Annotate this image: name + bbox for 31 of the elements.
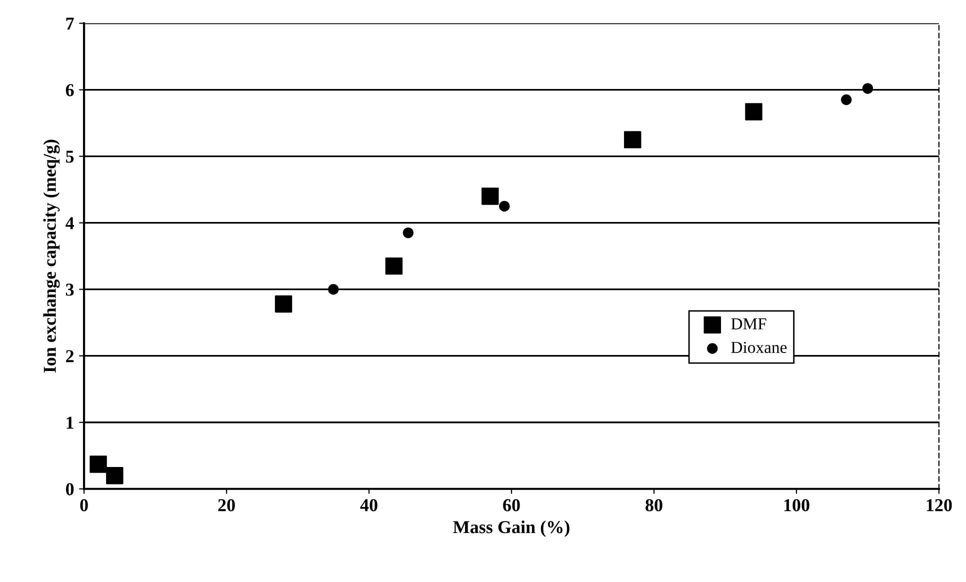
x-tick-label: 100 — [784, 499, 810, 512]
point — [745, 103, 762, 120]
y-tick-label: 2 — [66, 350, 74, 362]
point — [274, 295, 292, 313]
x-tick-label: 120 — [926, 499, 952, 512]
point — [624, 131, 642, 148]
point — [328, 284, 339, 295]
x-tick-label: 0 — [80, 499, 88, 512]
point — [499, 200, 510, 212]
point — [402, 227, 414, 238]
point — [106, 466, 124, 484]
point — [385, 257, 403, 275]
y-tick-label: 1 — [66, 416, 74, 429]
legend-label: Dioxane — [731, 342, 787, 354]
y-tick-label: 0 — [66, 483, 74, 496]
point — [862, 83, 874, 94]
y-tick-label: 7 — [66, 18, 74, 30]
x-tick-label: 80 — [646, 499, 662, 512]
x-tick-label: 40 — [360, 499, 378, 512]
x-tick-label: 60 — [503, 499, 520, 512]
y-tick-label: 3 — [66, 284, 74, 296]
x-axis-title: Mass Gain (%) — [453, 520, 570, 537]
point — [482, 188, 499, 205]
y-axis-title: Ion exchange capacity (meq/g) — [43, 140, 60, 373]
point — [840, 94, 852, 106]
point — [90, 456, 107, 473]
y-tick-label: 4 — [66, 217, 74, 230]
x-tick-label: 20 — [218, 499, 235, 512]
y-tick-label: 6 — [66, 84, 74, 96]
legend-label: DMF — [731, 318, 766, 330]
y-tick-label: 5 — [66, 150, 74, 163]
